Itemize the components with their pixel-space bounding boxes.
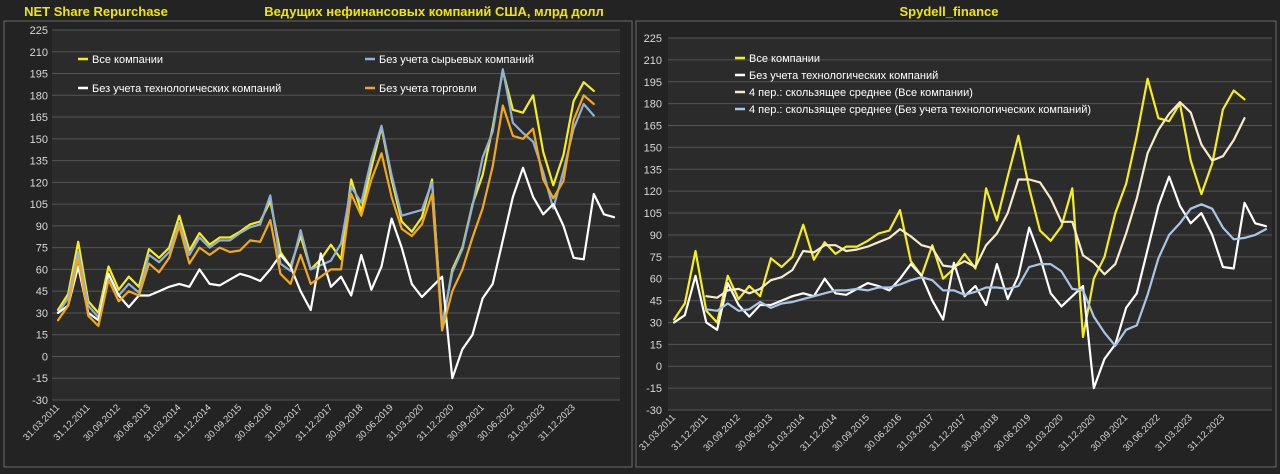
y-tick-label: -30 — [646, 405, 662, 417]
chart-subtitle: Ведущих нефинансовых компаний США, млрд … — [264, 4, 604, 19]
y-tick-label: 45 — [36, 286, 48, 298]
y-tick-label: 180 — [644, 99, 662, 111]
plot-area — [52, 30, 620, 400]
left-chart-title: NET Share Repurchase — [24, 4, 168, 19]
y-tick-label: 105 — [30, 199, 48, 211]
y-tick-label: 150 — [644, 142, 662, 154]
y-tick-label: 105 — [644, 208, 662, 220]
y-tick-label: 165 — [644, 121, 662, 133]
right-chart-title: Spydell_finance — [900, 4, 999, 19]
y-tick-label: 90 — [36, 221, 48, 233]
legend-label: Без учета технологических компаний — [92, 83, 281, 95]
y-tick-label: 120 — [644, 186, 662, 198]
legend-label: Без учета технологических компаний — [749, 70, 938, 82]
legend-label: 4 пер.: скользящее среднее (Все компании… — [749, 87, 973, 99]
y-tick-label: 120 — [30, 177, 48, 189]
y-tick-label: 60 — [36, 264, 48, 276]
y-tick-label: 15 — [650, 339, 662, 351]
legend-label: Без учета торговли — [379, 83, 476, 95]
y-tick-label: -30 — [32, 395, 48, 407]
y-tick-label: 60 — [650, 274, 662, 286]
y-tick-label: -15 — [646, 383, 662, 395]
y-tick-label: 225 — [30, 25, 48, 37]
y-tick-label: 15 — [36, 330, 48, 342]
series-line-2 — [56, 68, 595, 326]
y-tick-label: 0 — [656, 361, 662, 373]
y-tick-label: 195 — [644, 77, 662, 89]
y-tick-label: 30 — [36, 308, 48, 320]
legend-label: Все компании — [749, 53, 820, 65]
y-tick-label: 30 — [650, 317, 662, 329]
series-line-3 — [56, 166, 616, 380]
y-tick-label: 135 — [644, 164, 662, 176]
y-tick-label: 195 — [30, 69, 48, 81]
legend-label: Все компании — [92, 54, 163, 66]
series-line-4 — [56, 94, 595, 332]
legend-label: Без учета сырьевых компаний — [379, 54, 534, 66]
y-tick-label: -15 — [32, 373, 48, 385]
legend-label: 4 пер.: скользящее среднее (Без учета те… — [749, 104, 1091, 116]
right-panel-frame — [635, 20, 1277, 468]
y-tick-label: 225 — [644, 33, 662, 45]
series-line-3 — [705, 101, 1246, 299]
y-tick-label: 75 — [36, 243, 48, 255]
series-line-1 — [672, 77, 1246, 339]
y-tick-label: 150 — [30, 134, 48, 146]
y-tick-label: 210 — [644, 55, 662, 67]
y-tick-label: 0 — [42, 351, 48, 363]
y-tick-label: 90 — [650, 230, 662, 242]
y-tick-label: 75 — [650, 252, 662, 264]
y-tick-label: 210 — [30, 47, 48, 59]
left-panel-frame — [3, 20, 633, 468]
series-line-4 — [705, 203, 1268, 347]
y-tick-label: 180 — [30, 90, 48, 102]
y-tick-label: 165 — [30, 112, 48, 124]
left-chart: -30 -15 0 15 30 45 60 75 90 105 120 135 150 165 180 195… — [21, 25, 620, 444]
y-tick-label: 45 — [650, 296, 662, 308]
y-tick-label: 135 — [30, 156, 48, 168]
plot-area — [668, 38, 1272, 410]
right-chart: -30 -15 0 15 30 45 60 75 90 105 120 135 150 165 180 195… — [637, 33, 1272, 454]
series-line-2 — [672, 175, 1268, 390]
